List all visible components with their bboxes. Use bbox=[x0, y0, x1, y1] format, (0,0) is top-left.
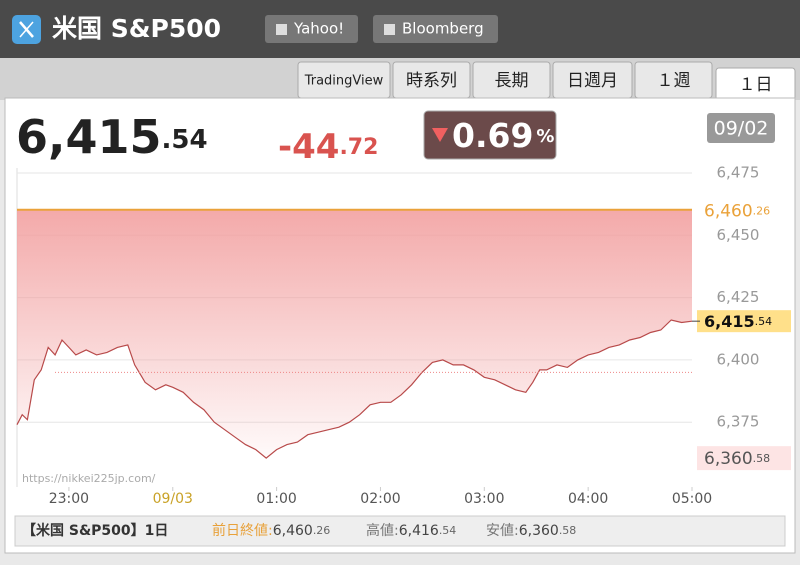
yahoo-button[interactable]: Yahoo! bbox=[265, 15, 358, 43]
footer-prev: 前日終値:6,460.26 bbox=[212, 522, 330, 539]
tab[interactable]: 日週月 bbox=[552, 61, 633, 99]
y-tick-label: 6,400 bbox=[717, 350, 760, 368]
last-price-box bbox=[697, 310, 791, 333]
x-tick-label: 05:00 bbox=[672, 491, 712, 507]
date: 09/02 bbox=[714, 118, 769, 140]
bloomberg-button[interactable]: Bloomberg bbox=[373, 15, 498, 43]
tab-label: 日週月 bbox=[567, 71, 618, 91]
link-label: Bloomberg bbox=[402, 20, 484, 38]
change: -44.72 bbox=[278, 127, 378, 167]
low-box bbox=[697, 446, 791, 471]
x-tick-label: 03:00 bbox=[464, 491, 504, 507]
y-tick-label: 6,375 bbox=[717, 413, 760, 431]
x-icon[interactable] bbox=[12, 15, 41, 44]
last-price-label: 6,415.54 bbox=[704, 312, 772, 331]
tab[interactable]: TradingView bbox=[297, 61, 391, 99]
x-tick-label: 23:00 bbox=[49, 491, 89, 507]
footer-name: 【米国 S&P500】1日 bbox=[22, 522, 168, 539]
footer-high: 高値:6,416.54 bbox=[366, 522, 456, 539]
tab-label: 時系列 bbox=[406, 71, 457, 91]
percent-box bbox=[423, 110, 557, 160]
tab[interactable]: １週 bbox=[634, 61, 713, 99]
y-tick-label: 6,450 bbox=[717, 226, 760, 244]
tab-label: 長期 bbox=[495, 71, 529, 91]
x-tick-label: 09/03 bbox=[153, 491, 193, 507]
x-tick-label: 04:00 bbox=[568, 491, 608, 507]
watermark: https://nikkei225jp.com/ bbox=[22, 472, 156, 485]
footer-bar bbox=[14, 515, 786, 547]
price: 6,415.54 bbox=[16, 110, 208, 164]
x-tick-label: 02:00 bbox=[360, 491, 400, 507]
y-tick-label: 6,425 bbox=[717, 288, 760, 306]
area bbox=[17, 209, 692, 459]
low-label: 6,360.58 bbox=[704, 449, 770, 469]
price-line bbox=[16, 319, 693, 459]
link-label: Yahoo! bbox=[293, 20, 344, 38]
tab[interactable]: １日 bbox=[715, 67, 796, 101]
tab-label: １週 bbox=[657, 71, 691, 91]
x-tick-label: 01:00 bbox=[256, 491, 296, 507]
tab-label: TradingView bbox=[304, 74, 384, 89]
footer-low: 安値:6,360.58 bbox=[486, 523, 576, 539]
tab[interactable]: 長期 bbox=[472, 61, 551, 99]
y-tick-label: 6,475 bbox=[717, 163, 760, 181]
title: 米国 S&P500 bbox=[52, 14, 221, 43]
date-box bbox=[707, 113, 775, 143]
tab[interactable]: 時系列 bbox=[392, 61, 471, 99]
down-arrow bbox=[432, 128, 448, 142]
tab-label: １日 bbox=[739, 75, 773, 95]
prev-close-label: 6,460.26 bbox=[704, 202, 770, 222]
percent: 0.69% bbox=[452, 116, 554, 155]
